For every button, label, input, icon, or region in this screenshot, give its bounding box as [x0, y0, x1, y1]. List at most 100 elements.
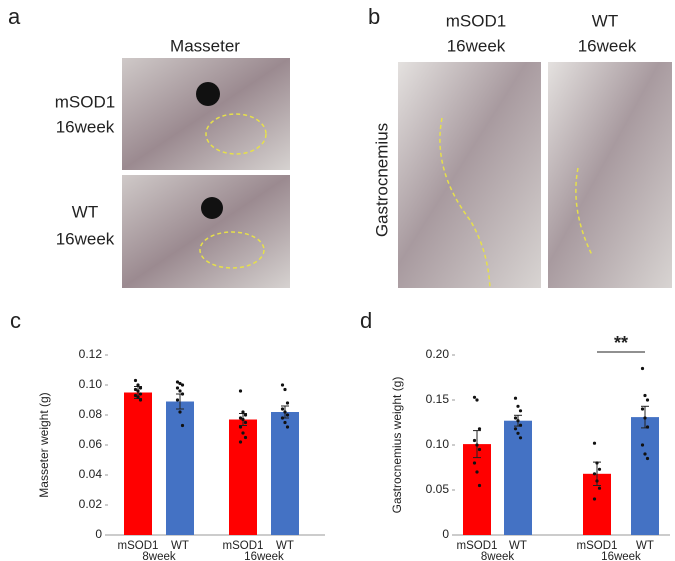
data-point	[285, 425, 290, 429]
data-point	[283, 420, 287, 425]
data-point	[238, 440, 243, 444]
data-point	[643, 393, 647, 398]
data-point	[640, 407, 645, 411]
data-point	[238, 416, 243, 420]
y-tick-label: 0	[95, 527, 102, 541]
column-label: 16week	[578, 36, 637, 55]
data-point	[472, 395, 477, 399]
data-point	[180, 383, 185, 387]
data-point	[138, 392, 143, 396]
data-point	[283, 387, 287, 392]
data-point	[241, 431, 245, 435]
y-axis-label: Gastrocnemius weight (g)	[390, 377, 404, 514]
photo	[398, 62, 541, 289]
x-tick-label: WT	[276, 540, 294, 552]
x-tick-label: mSOD1	[118, 540, 159, 552]
data-point	[516, 419, 520, 423]
data-point	[280, 416, 285, 420]
data-point	[175, 398, 180, 402]
panel-letter: b	[368, 4, 380, 29]
x-tick-label: WT	[509, 540, 527, 552]
data-point	[516, 404, 520, 408]
data-point	[592, 497, 597, 501]
data-point	[513, 427, 518, 431]
y-tick-label: 0.20	[426, 347, 450, 361]
group-label: 16week	[601, 551, 641, 561]
data-point	[280, 407, 285, 411]
data-point	[243, 420, 248, 425]
data-point	[238, 389, 243, 393]
column-label: mSOD1	[446, 11, 506, 30]
data-point	[133, 378, 138, 383]
y-tick-label: 0.04	[79, 467, 103, 481]
data-point	[645, 456, 650, 461]
y-tick-label: 0.05	[426, 482, 450, 496]
data-point	[645, 398, 650, 402]
data-point	[595, 479, 599, 483]
data-point	[241, 410, 245, 414]
data-point	[175, 380, 180, 384]
data-point	[643, 416, 647, 420]
data-point	[597, 486, 602, 490]
group-label: 8week	[142, 551, 175, 561]
data-point	[518, 436, 523, 440]
data-point	[645, 425, 650, 429]
data-point	[592, 441, 597, 445]
column-label: 16week	[447, 36, 506, 55]
data-point	[472, 461, 477, 465]
x-tick-label: mSOD1	[223, 540, 264, 552]
photo	[122, 175, 290, 288]
panel-letter: c	[10, 308, 21, 333]
x-tick-label: mSOD1	[577, 540, 618, 552]
data-point	[640, 443, 645, 447]
data-point	[238, 425, 243, 429]
data-point	[595, 461, 599, 465]
x-tick-label: WT	[171, 540, 189, 552]
y-tick-label: 0.10	[79, 377, 103, 391]
panel-title: Masseter	[170, 36, 240, 55]
data-point	[280, 383, 285, 387]
data-point	[518, 409, 523, 413]
data-point	[477, 427, 482, 431]
y-tick-label: 0.12	[79, 347, 103, 361]
data-point	[136, 395, 140, 399]
y-tick-label: 0	[442, 527, 449, 541]
bar	[631, 417, 659, 535]
bar	[271, 412, 299, 535]
data-point	[472, 438, 477, 443]
data-point	[285, 413, 290, 417]
data-point	[243, 435, 248, 440]
data-point	[178, 381, 182, 386]
y-tick-label: 0.06	[79, 437, 103, 451]
photo	[122, 58, 290, 170]
row-label: WT	[72, 202, 98, 221]
row-label: 16week	[56, 229, 115, 248]
data-point	[643, 452, 647, 456]
side-label: Gastrocnemius	[372, 123, 391, 237]
data-point	[283, 410, 287, 414]
data-point	[180, 392, 185, 396]
y-tick-label: 0.15	[426, 392, 450, 406]
bar	[504, 420, 532, 535]
data-point	[133, 393, 138, 398]
y-tick-label: 0.02	[79, 497, 103, 511]
data-point	[285, 401, 290, 405]
data-point	[138, 398, 143, 402]
x-tick-label: mSOD1	[457, 540, 498, 552]
panel-letter: d	[360, 308, 372, 333]
column-label: WT	[592, 11, 618, 30]
significance-label: **	[614, 333, 628, 353]
data-point	[178, 410, 182, 414]
data-point	[640, 366, 645, 371]
bar	[463, 444, 491, 535]
y-axis-label: Masseter weight (g)	[37, 392, 51, 497]
x-tick-label: WT	[636, 540, 654, 552]
photo	[548, 62, 672, 288]
data-point	[513, 396, 518, 400]
data-point	[180, 423, 185, 428]
data-point	[136, 383, 140, 387]
data-point	[475, 398, 479, 402]
data-point	[243, 413, 248, 417]
data-point	[513, 416, 518, 420]
bar	[166, 401, 194, 535]
